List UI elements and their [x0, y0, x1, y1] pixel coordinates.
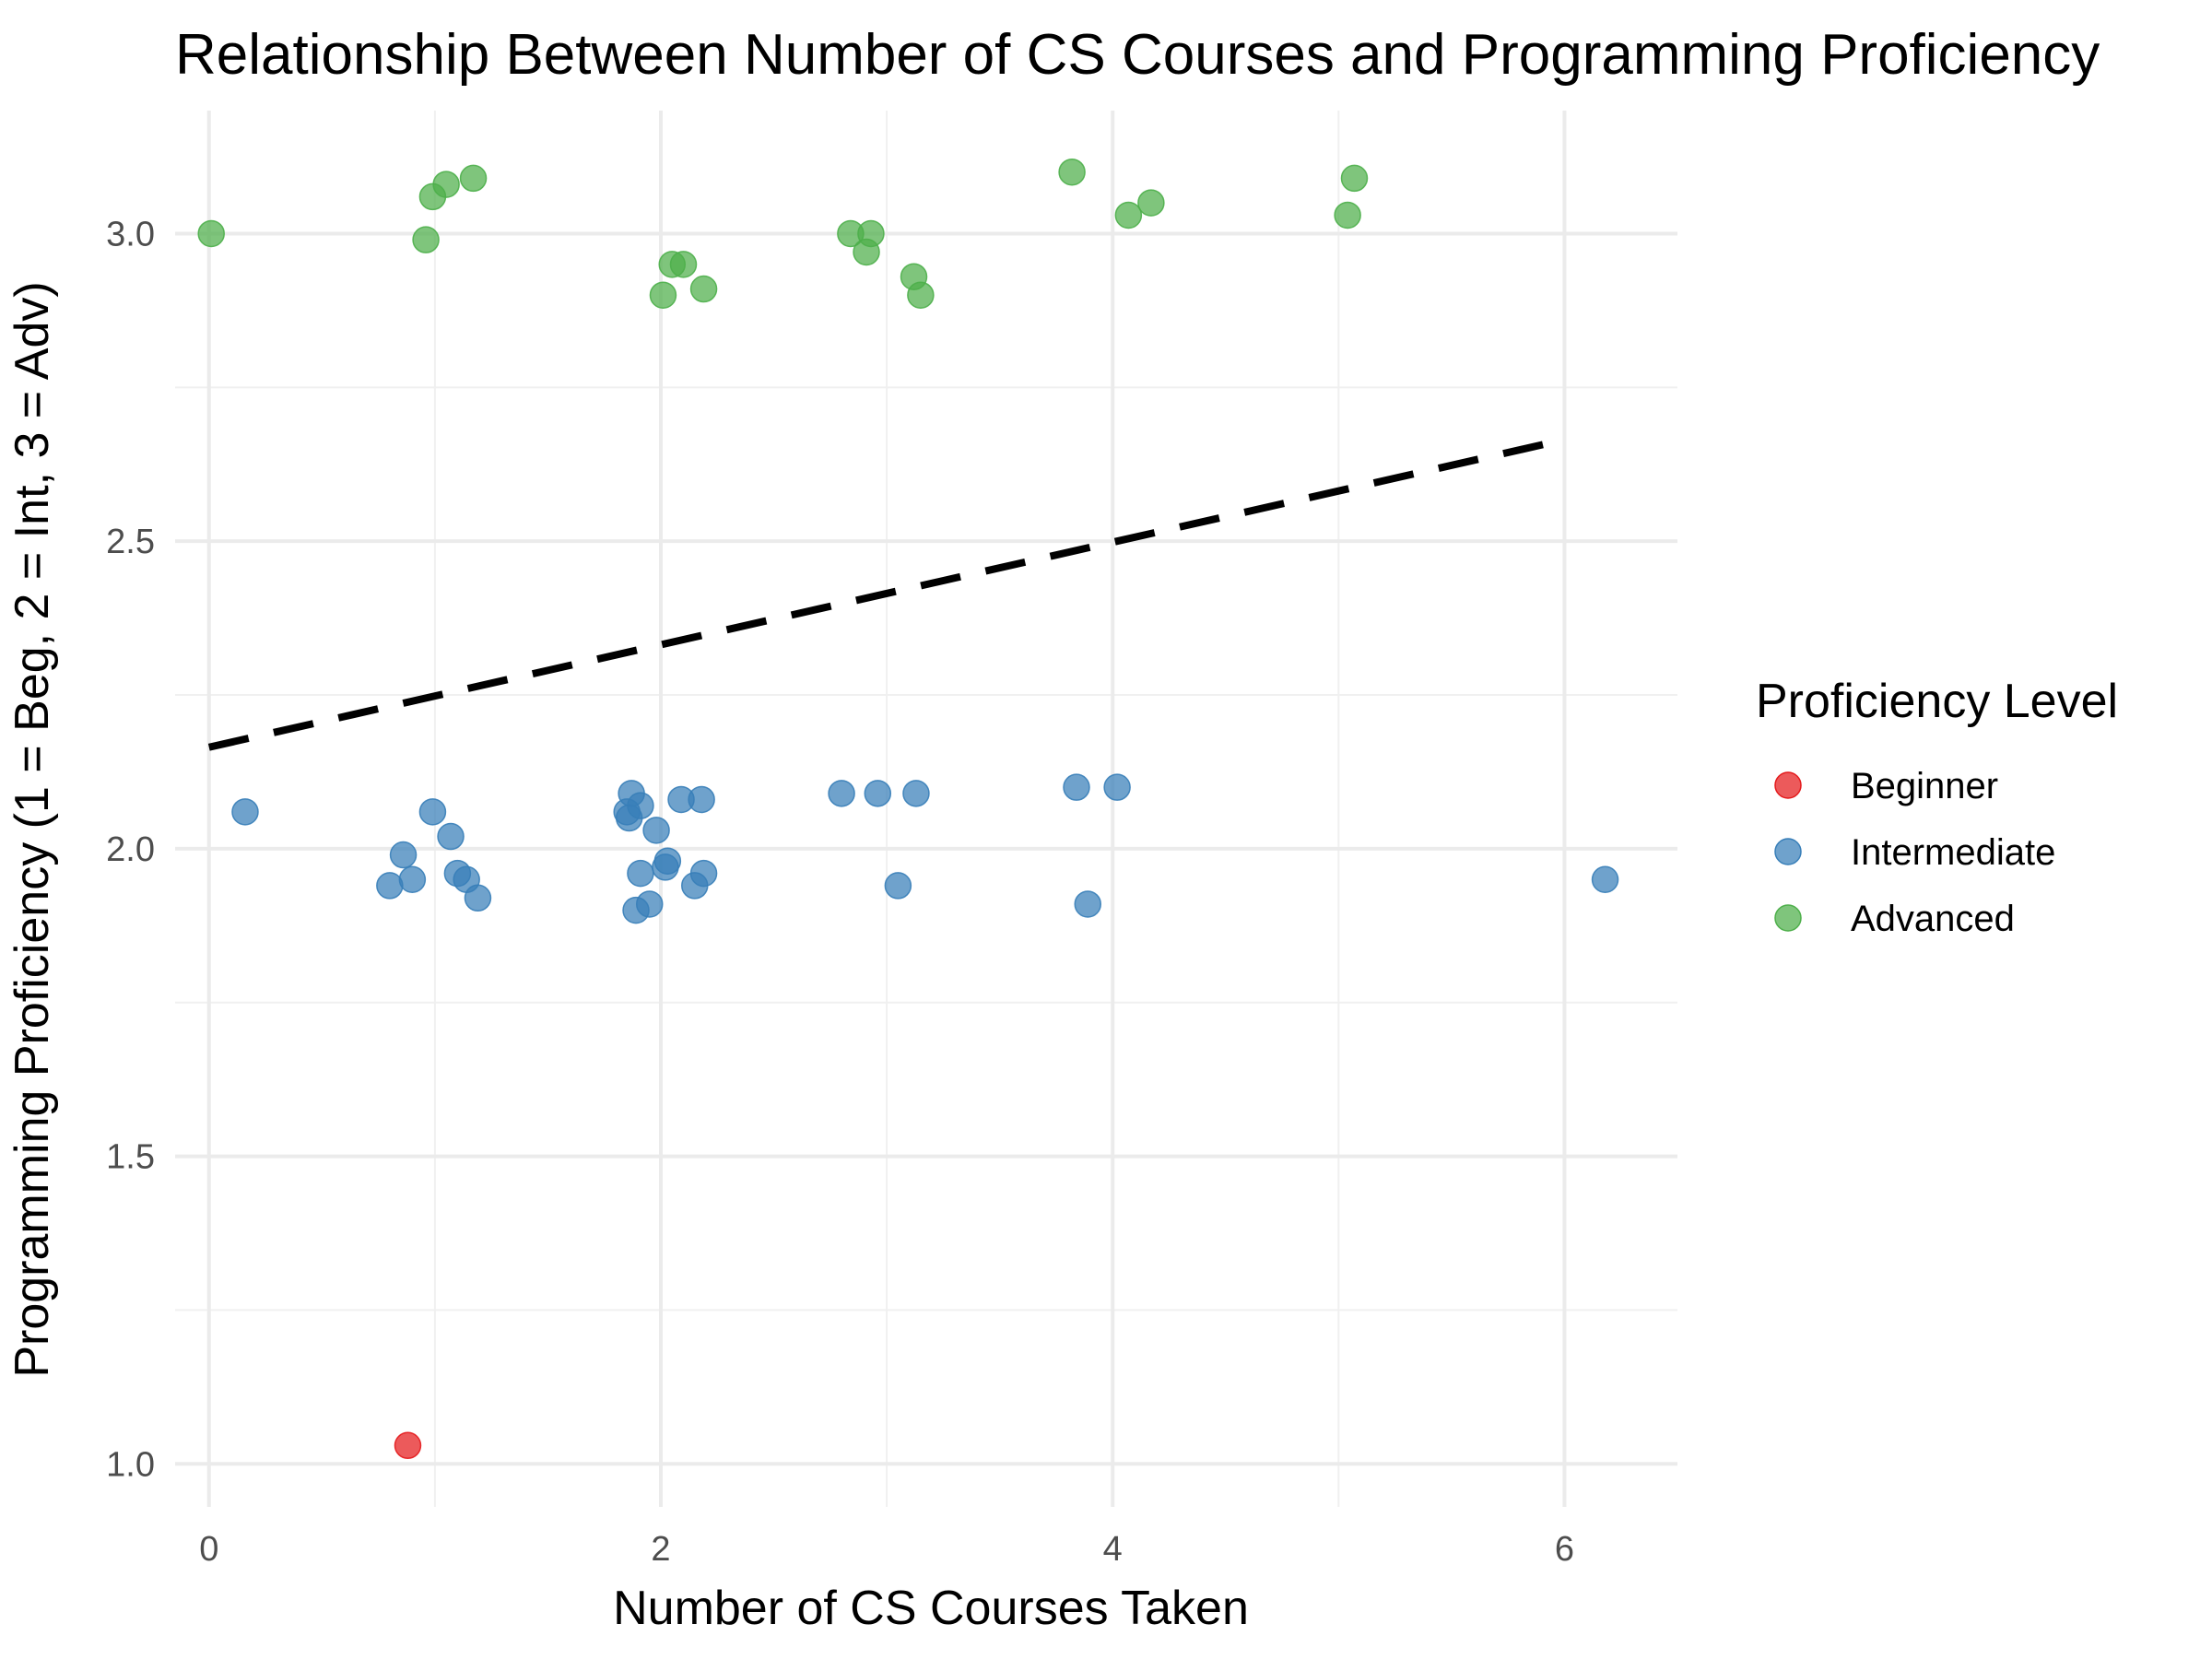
- y-axis-title: Programming Proficiency (1 = Beg, 2 = In…: [6, 281, 59, 1377]
- data-point-intermediate: [437, 822, 465, 851]
- grid-major: [175, 111, 1677, 1507]
- data-point-advanced: [197, 219, 225, 248]
- data-point-intermediate: [1063, 773, 1090, 801]
- data-point-advanced: [432, 171, 460, 198]
- data-point-intermediate: [653, 847, 682, 875]
- trend-line: [207, 436, 1566, 751]
- data-point-advanced: [689, 275, 718, 303]
- legend-label-intermediate: Intermediate: [1851, 832, 2055, 873]
- data-points: [197, 158, 1619, 1460]
- data-point-intermediate: [828, 780, 855, 807]
- data-point-intermediate: [376, 872, 404, 900]
- legend-items: Beginner Intermediate Advanced: [1774, 766, 2055, 939]
- data-point-advanced: [1137, 189, 1165, 217]
- data-point-intermediate: [464, 884, 492, 912]
- data-point-advanced: [412, 226, 440, 253]
- trend-line-group: [207, 436, 1566, 751]
- data-point-intermediate: [231, 798, 259, 826]
- y-tick-labels: 1.0 1.5 2.0 2.5 3.0: [106, 215, 155, 1484]
- data-point-advanced: [857, 219, 885, 248]
- data-point-advanced: [1114, 201, 1143, 229]
- data-point-intermediate: [398, 865, 427, 894]
- data-point-advanced: [459, 164, 488, 193]
- data-point-intermediate: [418, 798, 447, 826]
- legend-marker-advanced: [1774, 904, 1802, 932]
- legend-marker-beginner: [1774, 771, 1802, 799]
- y-tick-label: 1.0: [106, 1445, 155, 1484]
- x-tick-label: 6: [1555, 1530, 1574, 1569]
- x-tick-label: 2: [651, 1530, 670, 1569]
- data-point-advanced: [1058, 158, 1086, 186]
- data-point-advanced: [1334, 201, 1361, 229]
- x-tick-label: 0: [199, 1530, 218, 1569]
- data-point-intermediate: [627, 792, 654, 819]
- y-tick-label: 2.0: [106, 830, 155, 869]
- legend-label-beginner: Beginner: [1851, 766, 1998, 806]
- data-point-intermediate: [902, 780, 930, 807]
- legend: Proficiency Level Beginner Intermediate Ad…: [1756, 675, 2118, 939]
- chart-title: Relationship Between Number of CS Course…: [175, 23, 2100, 87]
- data-point-intermediate: [635, 890, 664, 918]
- data-point-advanced: [669, 251, 698, 278]
- data-point-intermediate: [1591, 865, 1619, 894]
- data-point-intermediate: [389, 841, 418, 869]
- data-point-intermediate: [642, 817, 670, 844]
- data-point-intermediate: [864, 780, 892, 807]
- data-point-intermediate: [1074, 890, 1102, 918]
- data-point-advanced: [907, 281, 935, 309]
- data-point-advanced: [1340, 164, 1369, 193]
- y-tick-label: 3.0: [106, 215, 155, 253]
- y-tick-label: 2.5: [106, 523, 155, 561]
- data-point-intermediate: [627, 859, 654, 888]
- x-tick-label: 4: [1103, 1530, 1123, 1569]
- y-tick-label: 1.5: [106, 1138, 155, 1177]
- data-point-beginner: [394, 1431, 422, 1460]
- legend-marker-intermediate: [1774, 838, 1802, 865]
- legend-label-advanced: Advanced: [1851, 899, 2015, 939]
- data-point-intermediate: [688, 785, 715, 814]
- x-axis-title: Number of CS Courses Taken: [613, 1582, 1249, 1635]
- data-point-intermediate: [689, 859, 718, 888]
- legend-title: Proficiency Level: [1756, 675, 2118, 728]
- x-tick-labels: 0 2 4 6: [199, 1530, 1574, 1569]
- data-point-intermediate: [884, 872, 912, 900]
- data-point-advanced: [649, 281, 677, 309]
- data-point-intermediate: [1103, 773, 1131, 801]
